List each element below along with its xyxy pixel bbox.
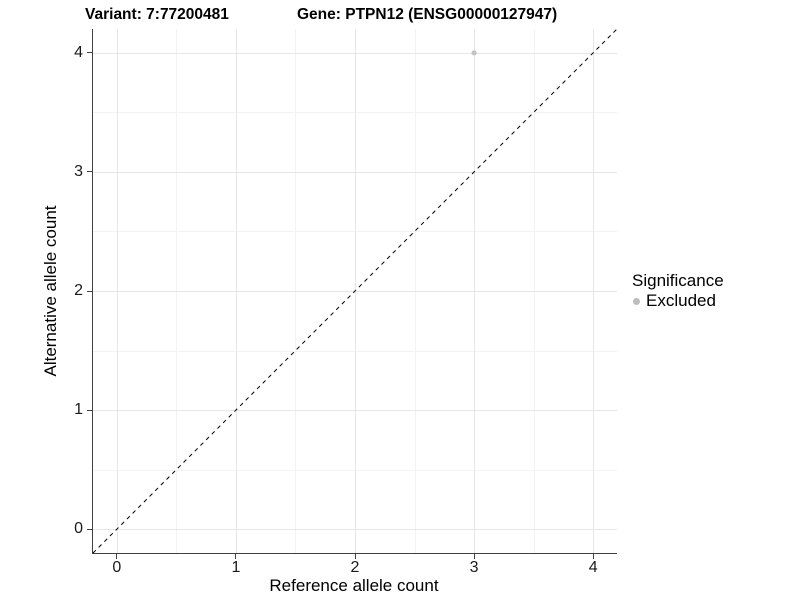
tick-mark-x <box>235 554 237 559</box>
tick-mark-x <box>473 554 475 559</box>
gridline <box>93 52 617 54</box>
plot-title-variant: Variant: 7:77200481 <box>85 6 229 23</box>
y-tick-label: 1 <box>74 401 83 419</box>
gridline <box>93 410 617 412</box>
plot-title-gene: Gene: PTPN12 (ENSG00000127947) <box>297 6 558 23</box>
legend-items: Excluded <box>630 291 800 311</box>
x-tick-label: 0 <box>112 559 122 576</box>
legend-item-label: Excluded <box>646 291 716 310</box>
tick-mark-y <box>87 409 92 411</box>
plot-panel <box>92 28 618 554</box>
tick-mark-y <box>87 290 92 292</box>
plot-canvas <box>92 28 618 554</box>
tick-mark-y <box>87 528 92 530</box>
legend-title: Significance <box>632 271 724 290</box>
tick-mark-x <box>592 554 594 559</box>
tick-mark-x <box>116 554 118 559</box>
x-tick-label: 2 <box>350 559 360 576</box>
y-tick-label: 2 <box>74 282 83 299</box>
tick-mark-y <box>87 52 92 54</box>
legend-key-dot-icon <box>633 297 640 305</box>
y-axis-title-text: Alternative allele count <box>41 205 60 377</box>
legend: Significance Excluded <box>630 271 800 311</box>
x-tick-label: 3 <box>469 559 479 576</box>
x-axis-title: Reference allele count <box>269 576 439 595</box>
x-tick-label: 1 <box>231 559 241 576</box>
tick-mark-y <box>87 171 92 173</box>
data-point <box>471 50 477 56</box>
y-tick-label: 4 <box>74 43 83 61</box>
x-tick-label: 4 <box>588 559 598 576</box>
legend-item: Excluded <box>630 291 800 311</box>
y-tick-label: 0 <box>74 520 83 538</box>
y-tick-label: 3 <box>74 162 83 180</box>
gridline <box>93 171 617 173</box>
identity-dashed-line <box>92 28 618 554</box>
gridline <box>93 529 617 531</box>
tick-mark-x <box>354 554 356 559</box>
